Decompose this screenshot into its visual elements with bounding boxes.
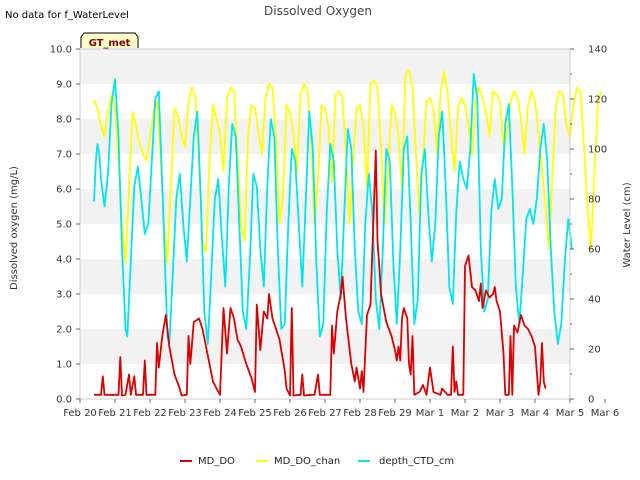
- y-right-tick-label: 0: [588, 395, 594, 406]
- y-right-tick-label: 120: [588, 95, 607, 106]
- plot-band: [80, 84, 570, 119]
- y-left-tick-label: 0.0: [56, 395, 72, 406]
- series-layer: [93, 69, 603, 397]
- y-right-tick-label: 40: [588, 295, 601, 306]
- y-left-tick-label: 8.0: [56, 115, 72, 126]
- y-left-tick-label: 1.0: [56, 360, 72, 371]
- x-tick-label: Feb 26: [273, 408, 307, 419]
- y-axis-left-title: Dissolved oxygen (mg/L): [9, 166, 20, 290]
- y-left-tick-label: 3.0: [56, 290, 72, 301]
- x-tick-label: Feb 22: [133, 408, 167, 419]
- y-right-tick-label: 20: [588, 345, 601, 356]
- y-left-tick-label: 10.0: [50, 45, 72, 56]
- y-left-tick-label: 6.0: [56, 185, 72, 196]
- plot-band: [80, 329, 570, 364]
- gt-met-badge-label: GT_met: [89, 38, 131, 49]
- y-right-tick-label: 60: [588, 245, 601, 256]
- x-tick-label: Mar 4: [521, 408, 549, 419]
- x-tick-label: Feb 29: [378, 408, 412, 419]
- legend: MD_DO MD_DO_chan depth_CTD_cm: [180, 456, 454, 467]
- y-left-tick-label: 4.0: [56, 255, 72, 266]
- y-left-tick-label: 5.0: [56, 220, 72, 231]
- series-line-depth-ctd-cm: [93, 73, 573, 345]
- plot-band: [80, 154, 570, 189]
- y-right-tick-label: 80: [588, 195, 601, 206]
- x-tick-label: Feb 23: [168, 408, 202, 419]
- y-left-tick-label: 9.0: [56, 80, 72, 91]
- series-line-md-do: [94, 149, 547, 397]
- plot-band: [80, 49, 570, 84]
- y-left-tick-label: 2.0: [56, 325, 72, 336]
- gt-met-badge-box: [80, 32, 139, 48]
- x-tick-label: Feb 25: [238, 408, 272, 419]
- x-tick-label: Mar 6: [591, 408, 619, 419]
- plot-band: [80, 364, 570, 399]
- series-line-md-do-chan: [93, 69, 603, 264]
- x-tick-label: Feb 20: [63, 408, 97, 419]
- no-data-note: No data for f_WaterLevel: [5, 10, 129, 21]
- plot-background-bands: [80, 49, 570, 399]
- chart-title: Dissolved Oxygen: [264, 4, 372, 18]
- x-tick-label: Mar 1: [416, 408, 444, 419]
- x-tick-label: Feb 27: [308, 408, 342, 419]
- y-axis-right-title: Water Level (cm): [622, 182, 633, 267]
- x-tick-label: Mar 2: [451, 408, 479, 419]
- y-right-tick-label: 140: [588, 45, 607, 56]
- y-left-tick-label: 7.0: [56, 150, 72, 161]
- x-tick-label: Mar 5: [556, 408, 584, 419]
- x-tick-label: Feb 21: [98, 408, 132, 419]
- legend-label-depth-ctd: depth_CTD_cm: [379, 456, 454, 467]
- x-tick-label: Feb 24: [203, 408, 237, 419]
- legend-label-md-do: MD_DO: [198, 456, 235, 467]
- legend-label-md-do-chan: MD_DO_chan: [274, 456, 340, 467]
- y-right-tick-label: 100: [588, 145, 607, 156]
- x-tick-label: Feb 28: [343, 408, 377, 419]
- gt-met-badge: GT_met: [80, 32, 139, 49]
- tick-layer: Feb 20 Feb 21 Feb 22 Feb 23 Feb 24 Feb 25 Feb …: [50, 45, 619, 420]
- x-tick-label: Mar 3: [486, 408, 514, 419]
